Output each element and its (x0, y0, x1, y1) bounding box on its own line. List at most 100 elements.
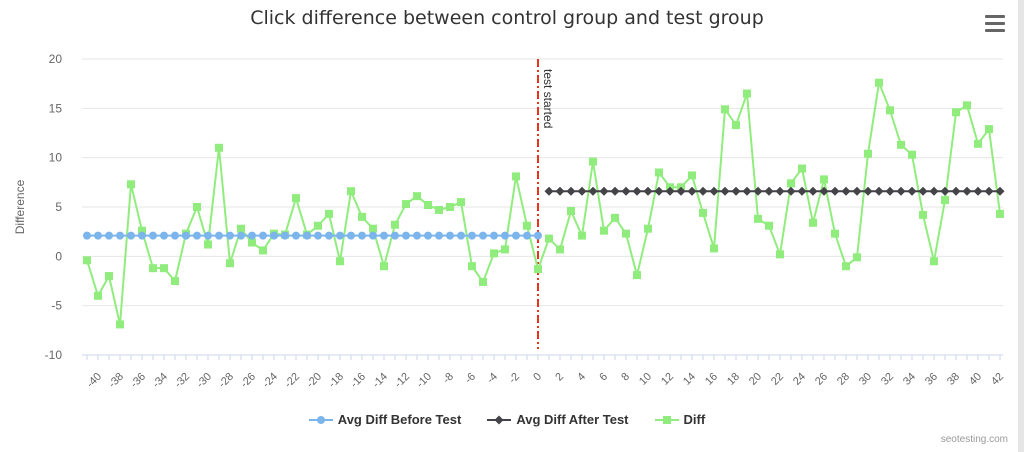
y-tick-label: 0 (55, 249, 62, 263)
before-point (523, 231, 531, 240)
diff-point (897, 140, 905, 149)
after-point (874, 186, 884, 196)
before-point (237, 231, 245, 240)
x-tick-label: -28 (216, 371, 236, 391)
x-tick-label: -14 (370, 371, 390, 391)
diff-point (204, 240, 212, 249)
after-point (566, 186, 576, 196)
diff-point (831, 229, 839, 238)
after-point (940, 186, 950, 196)
after-point (544, 186, 554, 196)
diff-point (292, 194, 300, 203)
after-point (665, 186, 675, 196)
diff-point (325, 209, 333, 218)
y-tick-label: 10 (49, 151, 63, 165)
diff-point (655, 168, 663, 177)
credit-link[interactable]: seotesting.com (940, 434, 1008, 445)
y-axis-title: Difference (13, 179, 27, 234)
diff-point (820, 175, 828, 184)
after-point (808, 186, 818, 196)
x-tick-label: -4 (485, 371, 500, 386)
after-point (610, 186, 620, 196)
before-point (105, 231, 113, 240)
x-tick-label: 16 (703, 371, 720, 388)
legend-label-after: Avg Diff After Test (516, 412, 629, 427)
diff-point (347, 187, 355, 196)
before-point (127, 231, 135, 240)
after-point (764, 186, 774, 196)
legend-item-before[interactable]: Avg Diff Before Test (308, 412, 462, 427)
before-point (226, 231, 234, 240)
diff-point (446, 203, 454, 211)
diff-point (809, 218, 817, 227)
x-tick-label: 6 (597, 371, 610, 384)
before-point (369, 231, 377, 240)
diff-point (853, 253, 861, 262)
diff-point (391, 220, 399, 229)
diff-point (490, 249, 498, 258)
before-point (182, 231, 190, 240)
diff-point (402, 200, 410, 209)
before-point (292, 231, 300, 240)
x-tick-label: -38 (106, 371, 126, 391)
after-point (753, 186, 763, 196)
diff-point (908, 150, 916, 159)
legend-symbol-before (308, 415, 333, 424)
x-tick-label: 38 (945, 371, 962, 388)
legend: Avg Diff Before Test Avg Diff After Test… (0, 412, 1014, 427)
before-point (314, 231, 322, 240)
x-tick-label: 28 (835, 371, 852, 388)
diff-point (94, 291, 102, 300)
before-point (281, 231, 289, 240)
diff-point (424, 201, 432, 210)
after-point (555, 186, 565, 196)
before-point (171, 231, 179, 240)
after-point (951, 186, 961, 196)
x-tick-label: 36 (923, 371, 940, 388)
x-tick-label: -32 (172, 371, 192, 391)
diff-point (512, 172, 520, 181)
before-point (380, 231, 388, 240)
before-point (479, 231, 487, 240)
after-point (676, 186, 686, 196)
after-point (643, 186, 653, 196)
x-tick-label: -6 (463, 371, 478, 386)
after-point (929, 186, 939, 196)
diff-point (622, 229, 630, 238)
before-point (413, 231, 421, 240)
diff-point (787, 179, 795, 188)
diff-point (314, 221, 322, 230)
diff-point (842, 262, 850, 271)
diff-point (996, 209, 1004, 218)
after-point (709, 186, 719, 196)
diff-point (919, 210, 927, 219)
legend-item-after[interactable]: Avg Diff After Test (487, 412, 629, 427)
diff-point (600, 226, 608, 235)
x-tick-label: -20 (304, 371, 324, 391)
legend-symbol-after (487, 415, 512, 424)
before-point (138, 231, 146, 240)
diff-point (127, 180, 135, 189)
x-tick-label: 14 (681, 371, 698, 388)
after-point (984, 186, 994, 196)
diff-point (798, 164, 806, 173)
after-point (775, 186, 785, 196)
diff-point (633, 271, 641, 280)
before-point (512, 231, 520, 240)
diff-point (732, 121, 740, 130)
after-point (731, 186, 741, 196)
after-point (786, 186, 796, 196)
diff-point (259, 246, 267, 255)
x-tick-label: 20 (747, 371, 764, 388)
x-tick-label: 18 (725, 371, 742, 388)
diff-point (578, 231, 586, 240)
diff-point (886, 106, 894, 115)
legend-item-diff[interactable]: Diff (654, 412, 705, 427)
hamburger-menu-icon[interactable] (985, 15, 1005, 33)
legend-label-before: Avg Diff Before Test (337, 412, 462, 427)
before-point (270, 231, 278, 240)
diff-point (721, 105, 729, 114)
diff-point (611, 213, 619, 222)
before-point (534, 231, 542, 240)
before-point (248, 231, 256, 240)
